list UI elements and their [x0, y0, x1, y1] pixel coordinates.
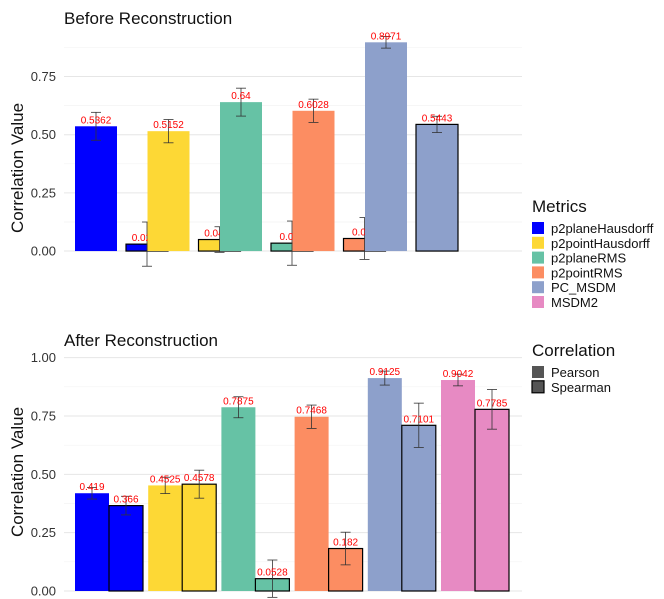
- bar-spearman-p2planehausdorff: [108, 505, 144, 592]
- y-axis-ticks: 0.00 0.25 0.50 0.75 1.00: [31, 350, 56, 598]
- bar-spearman-pc_msdm: [415, 123, 459, 252]
- data-label: 0.054: [352, 227, 377, 238]
- y-axis-label: Correlation Value: [8, 103, 27, 233]
- data-label: 0.64: [231, 91, 251, 102]
- bar-pearson-p2pointhausdorff: [147, 131, 190, 252]
- y-tick-label: 0.50: [31, 127, 56, 142]
- bars: 0.5362 0.0298 0.5152 0.0495 0.64 0.034 0.6028 0…: [75, 31, 459, 267]
- data-label: 0.4525: [150, 474, 181, 485]
- legend-entry: PC_MSDM: [551, 280, 616, 295]
- bar-pearson-p2pointrms: [294, 416, 329, 591]
- bar-pearson-p2planerms: [221, 407, 256, 591]
- bar-pearson-p2planehausdorff: [75, 493, 109, 591]
- bar-pearson-p2planehausdorff: [75, 126, 117, 252]
- bar-pearson-pc_msdm: [365, 42, 407, 252]
- legend-title: Correlation: [532, 341, 615, 360]
- data-label: 0.7101: [404, 414, 435, 425]
- bars: 0.419 0.366 0.4525 0.4578 0.7875 0.0528 0.7468…: [75, 367, 510, 598]
- data-label: 0.6028: [298, 100, 329, 111]
- bar-pearson-p2pointhausdorff: [148, 485, 183, 591]
- legend-entry: p2planeHausdorff: [551, 221, 654, 236]
- y-tick-label: 0.50: [31, 467, 56, 482]
- bar-pearson-pc_msdm: [367, 378, 402, 591]
- data-label: 0.7785: [477, 398, 508, 409]
- y-tick-label: 0.25: [31, 525, 56, 540]
- y-tick-label: 0.75: [31, 69, 56, 84]
- data-label: 0.0528: [257, 568, 288, 579]
- data-label: 0.182: [333, 538, 358, 549]
- data-label: 0.7468: [296, 406, 327, 417]
- legend-entry: p2pointRMS: [551, 265, 623, 280]
- legend-swatch: [532, 281, 544, 294]
- panel-after-reconstruction: 0.419 0.366 0.4525 0.4578 0.7875 0.0528 0.7468…: [8, 331, 522, 599]
- legend-entry: p2pointHausdorff: [551, 236, 650, 251]
- legend-title: Metrics: [532, 197, 587, 216]
- data-label: 0.8971: [371, 31, 402, 42]
- legend-entry: MSDM2: [551, 295, 598, 310]
- legend-swatch: [532, 366, 544, 378]
- bar-spearman-msdm2: [474, 408, 510, 592]
- bar-pearson-p2pointrms: [292, 110, 335, 252]
- data-label: 0.7875: [223, 396, 254, 407]
- y-axis-label: Correlation Value: [8, 407, 27, 537]
- bar-pearson-p2planerms: [220, 102, 262, 252]
- legend-swatch: [531, 380, 545, 394]
- legend-swatch: [532, 222, 544, 234]
- bar-spearman-p2pointhausdorff: [181, 483, 217, 592]
- legend-swatch: [532, 296, 544, 308]
- y-tick-label: 0.00: [31, 584, 56, 599]
- bar-spearman-pc_msdm: [401, 424, 437, 592]
- legend-swatch: [532, 266, 544, 279]
- data-label: 0.5362: [81, 115, 112, 126]
- data-label: 0.0495: [204, 229, 235, 240]
- y-tick-label: 0.75: [31, 409, 56, 424]
- bar-pearson-msdm2: [441, 380, 475, 591]
- chart-title: Before Reconstruction: [64, 9, 232, 28]
- data-label: 0.366: [113, 495, 138, 506]
- panel-before-reconstruction: 0.5362 0.0298 0.5152 0.0495 0.64 0.034 0.6028 0…: [8, 9, 522, 267]
- legend-entry: p2planeRMS: [551, 251, 626, 266]
- legend-metrics: Metrics p2planeHausdorffp2pointHausdorff…: [532, 197, 654, 310]
- data-label: 0.419: [79, 482, 104, 493]
- data-label: 0.9125: [370, 367, 401, 378]
- y-axis-ticks: 0.00 0.25 0.50 0.75: [31, 69, 56, 259]
- y-tick-label: 0.00: [31, 244, 56, 259]
- y-tick-label: 1.00: [31, 350, 56, 365]
- legend-swatch: [532, 251, 544, 264]
- data-label: 0.9042: [443, 369, 474, 380]
- chart-title: After Reconstruction: [64, 331, 218, 350]
- data-label: 0.034: [279, 232, 304, 243]
- y-tick-label: 0.25: [31, 185, 56, 200]
- legend-swatch: [532, 236, 544, 249]
- legend-entry: Spearman: [551, 380, 611, 395]
- data-label: 0.4578: [184, 473, 215, 484]
- data-label: 0.5443: [422, 113, 453, 124]
- legend-entry: Pearson: [551, 365, 599, 380]
- data-label: 0.0298: [132, 233, 163, 244]
- data-label: 0.5152: [153, 120, 184, 131]
